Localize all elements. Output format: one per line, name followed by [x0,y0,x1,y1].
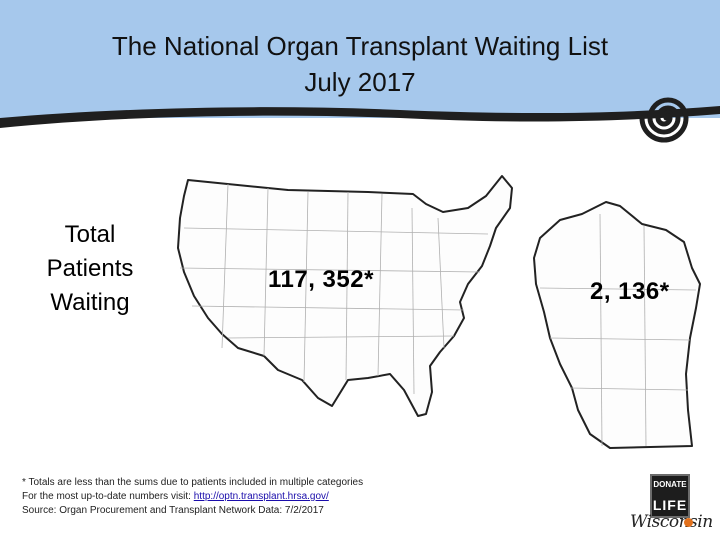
total-patients-label: Total Patients Waiting [30,218,150,320]
title-line-1: The National Organ Transplant Waiting Li… [111,31,609,61]
swirl-icon [639,97,689,143]
label-line-3: Waiting [50,289,130,316]
more-info-prefix: For the most up-to-date numbers visit: [22,491,194,502]
label-line-2: Patients [46,255,134,282]
logo-bottom-text: LIFE [652,497,688,513]
logo-dot-icon [684,518,693,527]
optn-link[interactable]: http://optn.transplant.hrsa.gov/ [193,491,329,502]
title-line-2: July 2017 [304,67,416,97]
logo-top-text: DONATE [653,480,687,489]
footnotes: * Totals are less than the sums due to p… [22,476,562,518]
label-line-1: Total [64,221,116,248]
wisconsin-map-icon [533,201,701,449]
wisconsin-waiting-count: 2, 136* [590,278,670,305]
header-banner [0,0,720,118]
footnote-source: Source: Organ Procurement and Transplant… [22,505,324,516]
page-title: The National Organ Transplant Waiting Li… [0,28,720,100]
us-map-icon [177,175,513,417]
footnote-more-info: For the most up-to-date numbers visit: h… [22,490,562,504]
donate-life-badge: DONATE LIFE [650,474,690,518]
us-waiting-count: 117, 352* [268,266,374,293]
header-divider-band [0,100,720,128]
footnote-note: * Totals are less than the sums due to p… [22,477,364,488]
logo-script-text: Wisconsin [630,512,713,532]
donate-life-logo: DONATE LIFE Wisconsin [628,474,718,536]
